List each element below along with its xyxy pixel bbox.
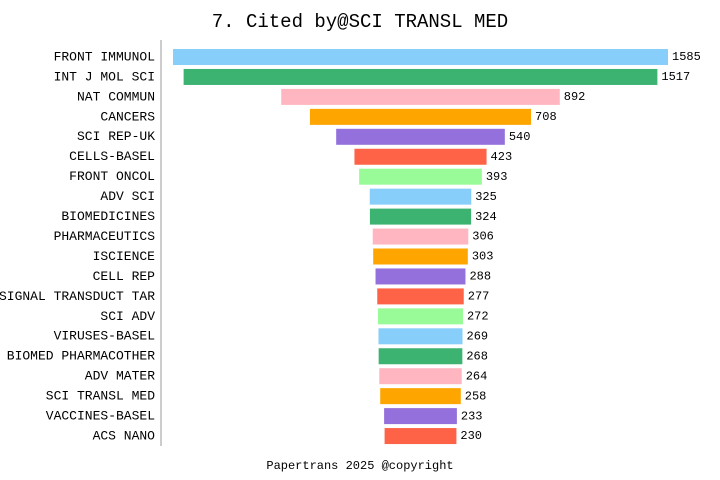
y-tick-label: SIGNAL TRANSDUCT TAR (0, 289, 155, 304)
value-label: 264 (466, 369, 488, 383)
y-tick-label: ADV MATER (85, 369, 155, 384)
value-label: 230 (460, 429, 482, 443)
value-label: 233 (461, 409, 483, 423)
value-label: 423 (491, 150, 513, 164)
value-label: 269 (467, 329, 489, 343)
value-label: 272 (467, 310, 489, 324)
bar (369, 208, 472, 225)
value-label: 277 (468, 290, 490, 304)
y-tick-label: BIOMED PHARMACOTHER (7, 349, 155, 364)
y-tick-label: VACCINES-BASEL (46, 409, 155, 424)
bar (375, 268, 466, 285)
y-tick-label: PHARMACEUTICS (54, 229, 156, 244)
bar (379, 368, 462, 385)
bar (183, 68, 658, 85)
y-tick-label: CELLS-BASEL (69, 149, 155, 164)
y-tick-label: FRONT IMMUNOL (54, 49, 155, 64)
bar (373, 248, 468, 265)
bar (359, 168, 482, 185)
y-tick-label: SCI TRANSL MED (46, 389, 155, 404)
bar (378, 348, 463, 365)
chart-title: 7. Cited by@SCI TRANSL MED (212, 11, 508, 33)
bar (380, 388, 461, 405)
y-tick-label: SCI REP-UK (77, 129, 155, 144)
bar (378, 308, 463, 325)
y-tick-label: ACS NANO (93, 428, 156, 443)
value-label: 258 (465, 389, 487, 403)
y-tick-label: INT J MOL SCI (54, 69, 155, 84)
value-label: 306 (472, 230, 494, 244)
value-label: 708 (535, 110, 557, 124)
value-label: 393 (486, 170, 508, 184)
footer: Papertrans 2025 @copyright (266, 459, 453, 473)
bar (369, 188, 472, 205)
value-label: 288 (469, 270, 491, 284)
value-label: 892 (564, 90, 586, 104)
bar (384, 428, 457, 445)
y-tick-label: VIRUSES-BASEL (54, 329, 155, 344)
value-label: 324 (475, 210, 497, 224)
value-label: 268 (466, 349, 488, 363)
bar (336, 128, 505, 145)
value-label: 303 (472, 250, 494, 264)
value-label: 325 (475, 190, 497, 204)
value-label: 1517 (661, 70, 690, 84)
y-tick-label: ADV SCI (100, 189, 155, 204)
bar (309, 108, 532, 125)
bar (384, 408, 457, 425)
bar (378, 328, 463, 345)
bar (377, 288, 464, 305)
y-tick-label: FRONT ONCOL (69, 169, 155, 184)
y-tick-label: ISCIENCE (93, 249, 156, 264)
y-tick-label: SCI ADV (100, 309, 155, 324)
value-label: 1585 (672, 50, 701, 64)
y-tick-label: NAT COMMUN (77, 89, 155, 104)
bar (281, 88, 560, 105)
bar (173, 49, 668, 65)
bar (354, 148, 487, 165)
y-tick-label: CELL REP (93, 269, 156, 284)
y-tick-label: BIOMEDICINES (61, 209, 155, 224)
bar (372, 228, 469, 245)
value-label: 540 (509, 130, 531, 144)
y-tick-label: CANCERS (100, 109, 155, 124)
